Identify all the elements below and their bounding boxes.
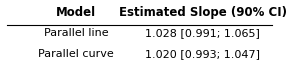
Text: Parallel curve: Parallel curve [38, 49, 114, 59]
Text: 1.028 [0.991; 1.065]: 1.028 [0.991; 1.065] [146, 28, 260, 39]
Text: Model: Model [56, 6, 96, 19]
Text: Estimated Slope (90% CI): Estimated Slope (90% CI) [119, 6, 287, 19]
Text: Parallel line: Parallel line [44, 28, 108, 39]
Text: 1.020 [0.993; 1.047]: 1.020 [0.993; 1.047] [146, 49, 260, 59]
